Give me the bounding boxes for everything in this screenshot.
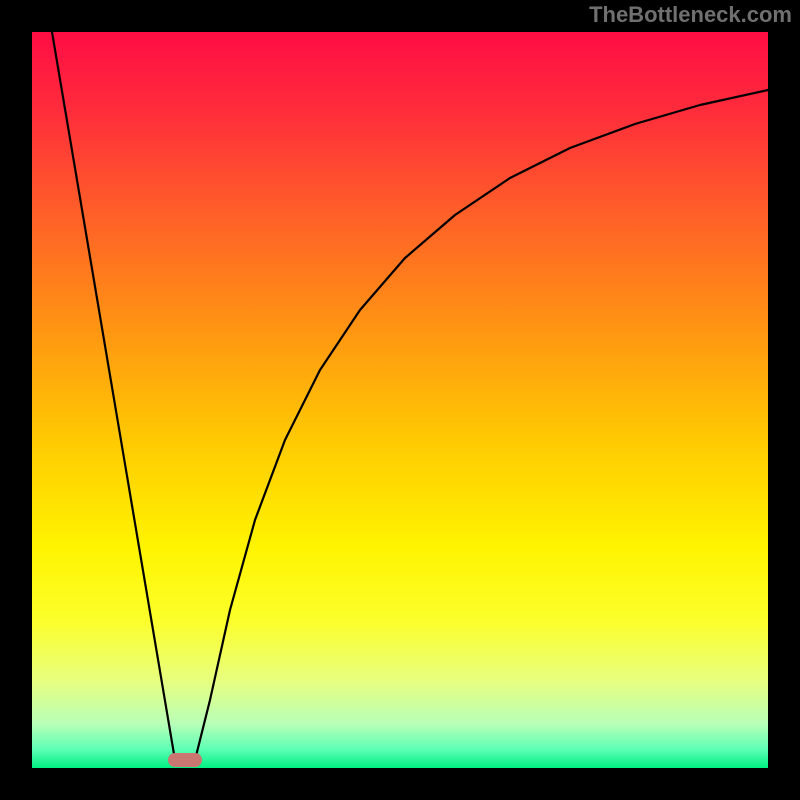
optimum-marker (168, 753, 202, 767)
watermark-text: TheBottleneck.com (589, 2, 792, 28)
chart-container: { "watermark": { "text": "TheBottleneck.… (0, 0, 800, 800)
chart-svg (0, 0, 800, 800)
plot-area (32, 32, 768, 768)
